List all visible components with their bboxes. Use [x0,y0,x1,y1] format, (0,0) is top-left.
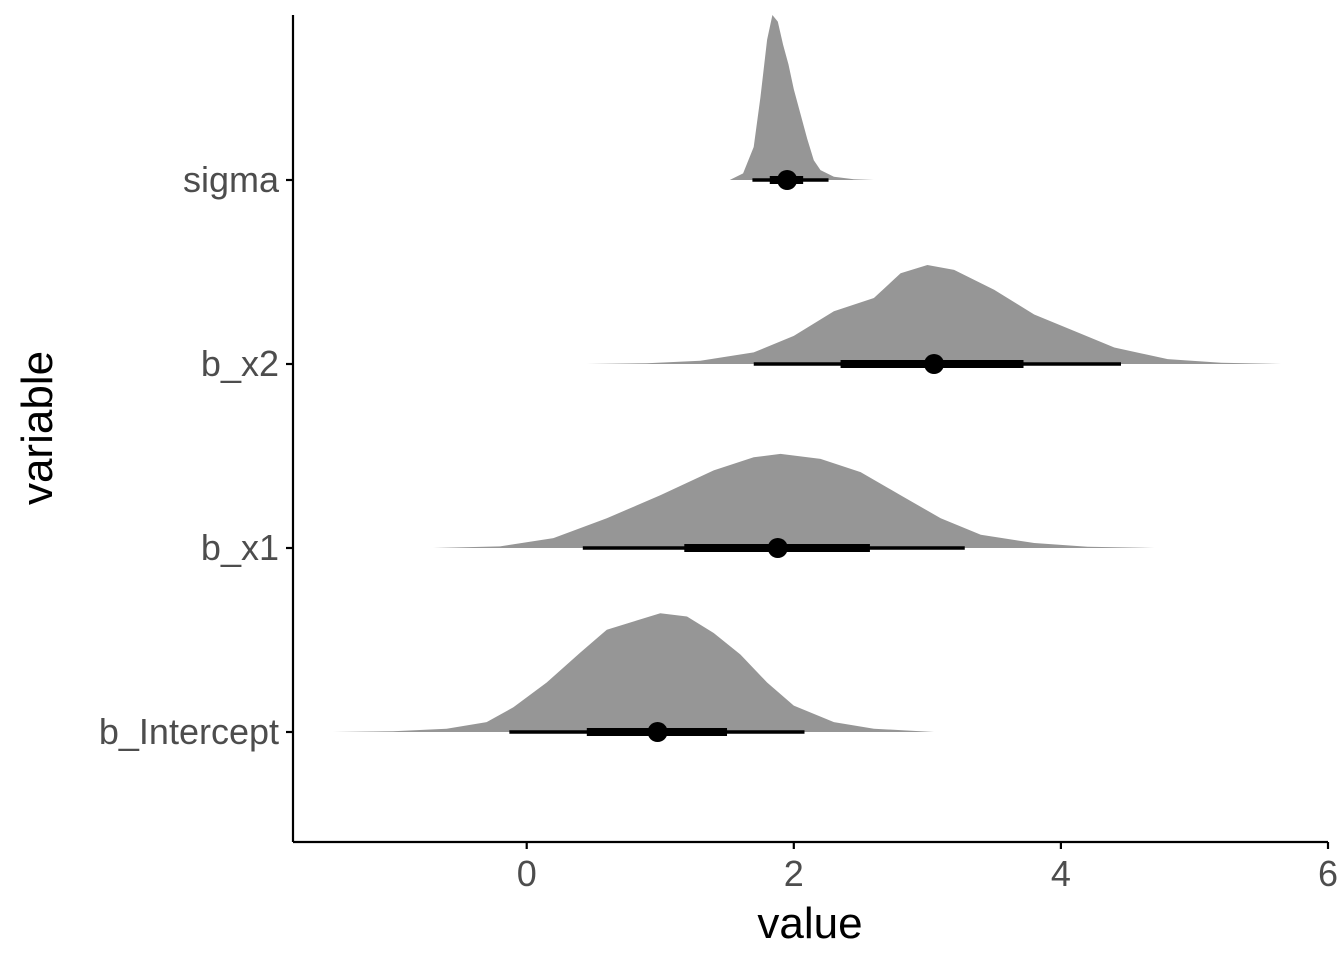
x-tick-label-0: 0 [517,853,537,894]
x-axis-ticks: 0 2 4 6 [517,842,1338,894]
density-b-intercept [333,613,935,732]
point-sigma [777,170,798,190]
point-b-x2 [924,354,945,374]
x-tick-label-2: 2 [784,853,804,894]
density-b-x1 [433,453,1155,548]
density-b-x2 [586,265,1282,364]
density-sigma [729,15,874,180]
point-b-intercept [647,722,668,742]
x-axis-title: value [757,899,862,948]
y-tick-label-b-x2: b_x2 [201,343,279,384]
point-b-x1 [767,538,788,558]
y-tick-label-sigma: sigma [183,159,280,200]
density-layer [333,15,1282,732]
x-tick-label-4: 4 [1051,853,1071,894]
x-tick-label-6: 6 [1318,853,1338,894]
y-tick-label-b-x1: b_x1 [201,527,279,568]
interval-layer [509,170,1121,742]
y-tick-label-b-intercept: b_Intercept [99,711,279,752]
y-axis-title: variable [13,351,62,505]
y-axis-ticks: sigma b_x2 b_x1 b_Intercept [99,159,293,752]
